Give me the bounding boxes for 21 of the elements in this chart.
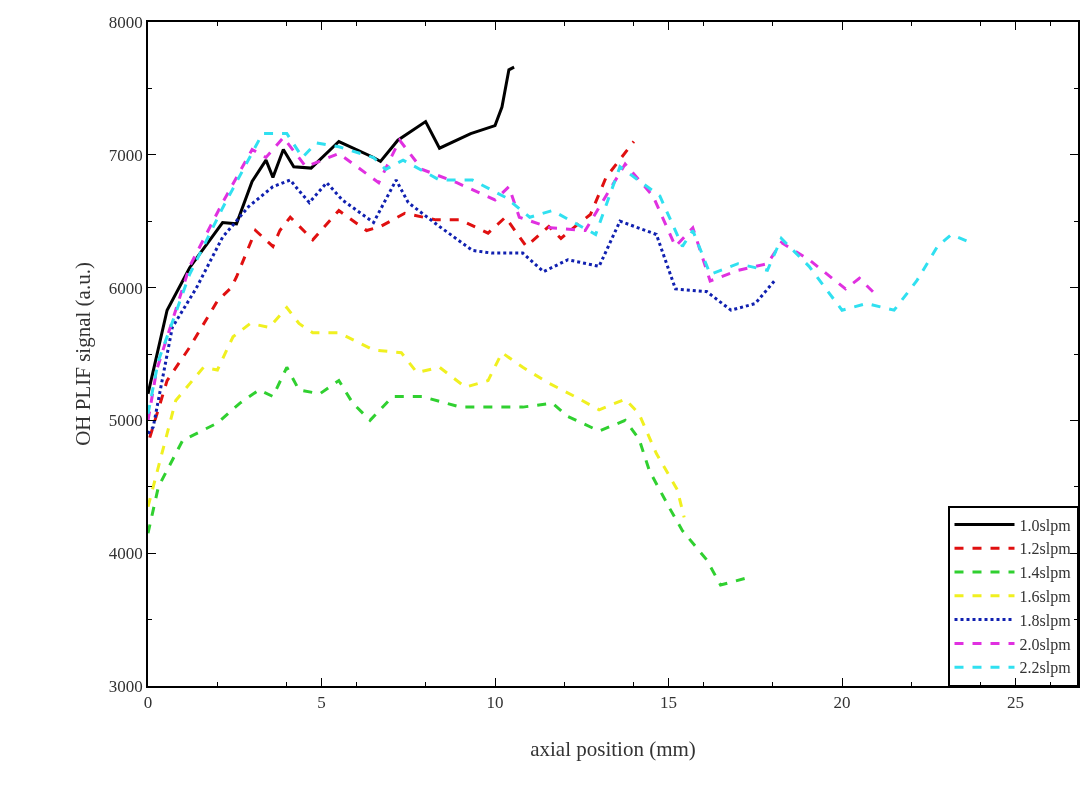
x-tick-label: 10 bbox=[486, 693, 504, 713]
legend-label: 1.4slpm bbox=[1019, 564, 1072, 583]
legend-label: 1.8slpm bbox=[1019, 611, 1072, 630]
y-tick-label: 6000 bbox=[108, 278, 143, 298]
x-axis-title: axial position (mm) bbox=[530, 736, 696, 761]
legend-label: 2.0slpm bbox=[1019, 635, 1072, 654]
x-tick-label: 25 bbox=[1007, 693, 1025, 713]
y-tick-label: 8000 bbox=[108, 12, 143, 32]
y-axis-title: OH PLIF signal (a.u.) bbox=[71, 262, 96, 446]
legend-label: 1.2slpm bbox=[1019, 540, 1072, 559]
x-tick-label: 0 bbox=[143, 693, 153, 713]
y-tick-label: 5000 bbox=[108, 411, 143, 431]
legend-label: 1.0slpm bbox=[1019, 516, 1072, 535]
x-tick-label: 5 bbox=[317, 693, 326, 713]
x-tick-label: 15 bbox=[660, 693, 678, 713]
legend-label: 1.6slpm bbox=[1019, 588, 1072, 607]
x-tick-label: 20 bbox=[833, 693, 851, 713]
y-tick-label: 7000 bbox=[108, 145, 143, 165]
y-tick-label: 3000 bbox=[108, 676, 143, 696]
legend-label: 2.2slpm bbox=[1019, 659, 1072, 678]
y-tick-label: 4000 bbox=[108, 544, 143, 564]
